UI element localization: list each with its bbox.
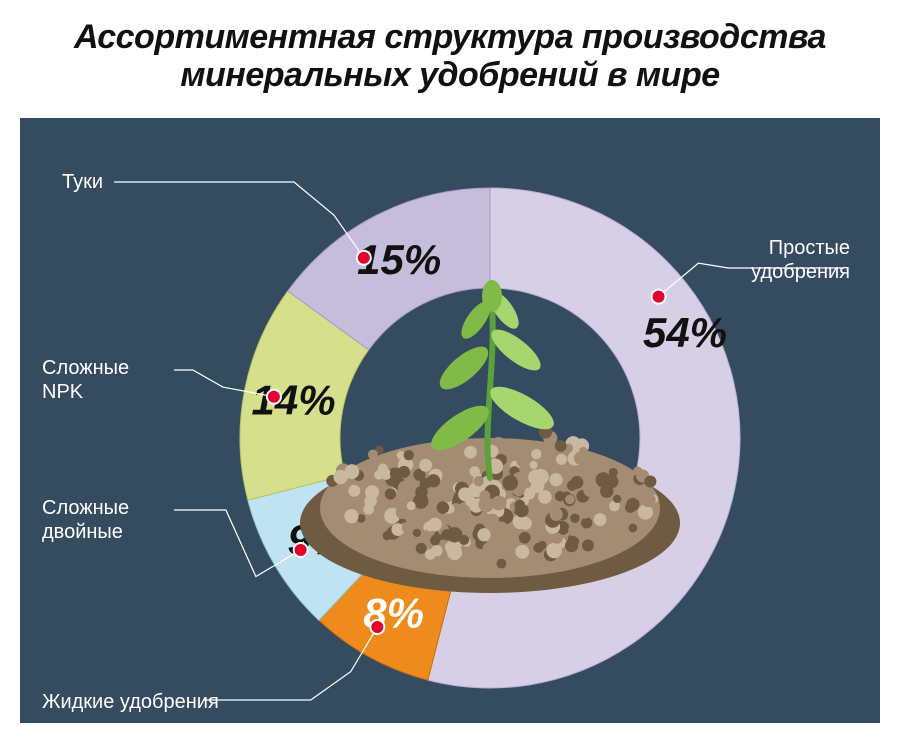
callout-label: Сложные <box>42 497 129 519</box>
callout-label: удобрения <box>751 261 850 283</box>
callout-label: Простые <box>769 237 850 259</box>
callout-label: Сложные <box>42 357 129 379</box>
callout-dot-icon <box>370 620 384 634</box>
slice-pct-label: 14% <box>252 377 336 424</box>
title-line-1: Ассортиментная структура производства <box>30 18 870 56</box>
callout-label: двойные <box>42 521 123 543</box>
callout-dot-icon <box>267 390 281 404</box>
callout-label: Жидкие удобрения <box>42 691 219 713</box>
callout-dot-icon <box>357 251 371 265</box>
callout-label: NPK <box>42 381 84 403</box>
donut-chart: 54%8%9%14%15%ПростыеудобренияЖидкие удоб… <box>20 118 880 723</box>
donut-svg: 54%8%9%14%15%ПростыеудобренияЖидкие удоб… <box>20 118 880 723</box>
callout-dot-icon <box>294 543 308 557</box>
title-line-2: минеральных удобрений в мире <box>30 56 870 94</box>
chart-area: 54%8%9%14%15%ПростыеудобренияЖидкие удоб… <box>20 118 880 723</box>
callout-dot-icon <box>652 290 666 304</box>
callout-line <box>114 182 364 258</box>
title: Ассортиментная структура производства ми… <box>0 0 900 108</box>
slice-pct-label: 54% <box>643 309 727 356</box>
callout-label: Туки <box>62 171 103 193</box>
